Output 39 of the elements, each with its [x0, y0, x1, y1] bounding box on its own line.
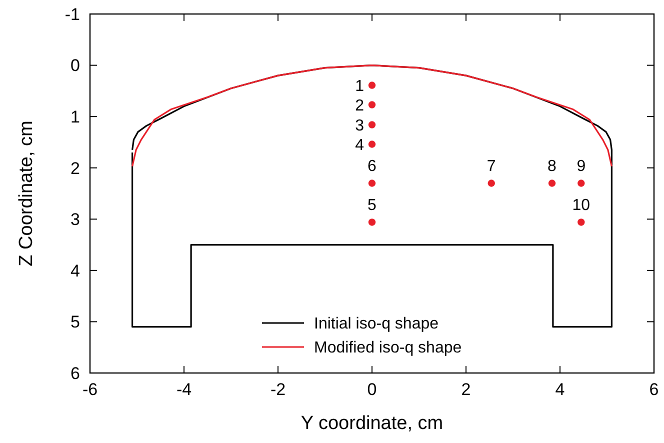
- x-tick-label: -4: [176, 380, 192, 399]
- y-tick-label: 5: [70, 312, 80, 332]
- annotation: 8: [548, 158, 557, 176]
- point: [368, 218, 376, 226]
- point: [368, 82, 376, 89]
- point: [368, 180, 376, 187]
- point: [488, 180, 495, 187]
- x-tick-label: -2: [270, 380, 286, 399]
- y-tick-label: -1: [64, 4, 80, 24]
- annotation: 3: [355, 117, 364, 134]
- annotation: 7: [486, 158, 496, 176]
- x-axis-title: Y coordinate, cm: [300, 413, 444, 434]
- x-tick-label: 6: [649, 380, 659, 399]
- point: [548, 180, 556, 187]
- point: [368, 140, 376, 148]
- x-tick-label: -6: [82, 380, 98, 399]
- point: [578, 218, 585, 226]
- annotation: 5: [368, 197, 377, 214]
- annotation: 4: [355, 136, 364, 154]
- annotation: 6: [368, 158, 377, 176]
- point: [368, 101, 376, 108]
- x-tick-label: 2: [461, 380, 471, 399]
- y-tick-label: 1: [70, 108, 80, 127]
- y-tick-label: 2: [70, 158, 80, 178]
- point: [368, 121, 376, 128]
- annotation: 2: [355, 97, 364, 114]
- x-tick-label: 4: [555, 380, 565, 399]
- y-axis-title: Z Coordinate, cm: [16, 120, 37, 266]
- annotation: 10: [572, 197, 590, 214]
- point: [578, 180, 585, 187]
- x-tick-label: 0: [367, 380, 377, 399]
- legend-label: Initial iso-q shape: [314, 316, 439, 333]
- y-tick-label: 6: [70, 364, 80, 383]
- y-tick-label: 3: [70, 210, 80, 230]
- annotation: 9: [576, 158, 586, 176]
- y-tick-label: 4: [70, 261, 80, 280]
- annotation: 1: [355, 78, 364, 95]
- y-tick-label: 0: [70, 56, 80, 76]
- legend-label: Modified iso-q shape: [314, 340, 462, 357]
